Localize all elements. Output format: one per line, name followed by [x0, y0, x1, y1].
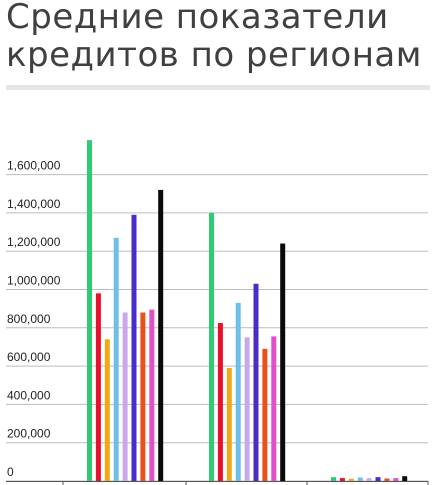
bar	[375, 477, 381, 481]
y-tick-label: 1,400,000	[7, 197, 61, 211]
bar	[149, 309, 155, 481]
bar	[384, 478, 390, 481]
y-tick-label: 1,000,000	[7, 274, 61, 288]
bar	[209, 212, 214, 481]
bar	[366, 478, 372, 481]
y-tick-label: 800,000	[7, 312, 51, 326]
bar	[140, 312, 146, 481]
y-tick-label: 1,200,000	[7, 235, 61, 249]
bar	[331, 477, 336, 481]
bar	[253, 283, 259, 481]
bar	[122, 312, 128, 481]
bar	[402, 476, 408, 481]
bar	[393, 478, 399, 481]
bar	[244, 337, 250, 481]
chart-title-line-2: кредитов по регионам	[6, 35, 422, 75]
bar	[158, 189, 164, 482]
bar	[131, 214, 137, 481]
bar	[87, 140, 92, 481]
chart-title: Средние показатели кредитов по регионам	[6, 0, 446, 74]
bar	[348, 478, 354, 481]
chart-title-line-1: Средние показатели	[6, 0, 389, 37]
bar	[262, 348, 268, 481]
bar	[357, 477, 363, 481]
y-tick-label: 400,000	[7, 388, 51, 402]
y-tick-label: 200,000	[7, 427, 51, 441]
y-tick-label: 600,000	[7, 350, 51, 364]
y-tick-label: 1,600,000	[7, 159, 61, 173]
bar	[113, 237, 119, 481]
bar	[280, 243, 286, 481]
y-tick-label: 0	[7, 465, 14, 479]
bar	[226, 368, 232, 481]
bar	[217, 323, 223, 481]
title-divider	[6, 85, 430, 90]
bar	[95, 293, 101, 481]
bar	[235, 302, 241, 481]
bar	[271, 336, 277, 481]
bar	[104, 339, 110, 481]
bar	[339, 478, 345, 481]
